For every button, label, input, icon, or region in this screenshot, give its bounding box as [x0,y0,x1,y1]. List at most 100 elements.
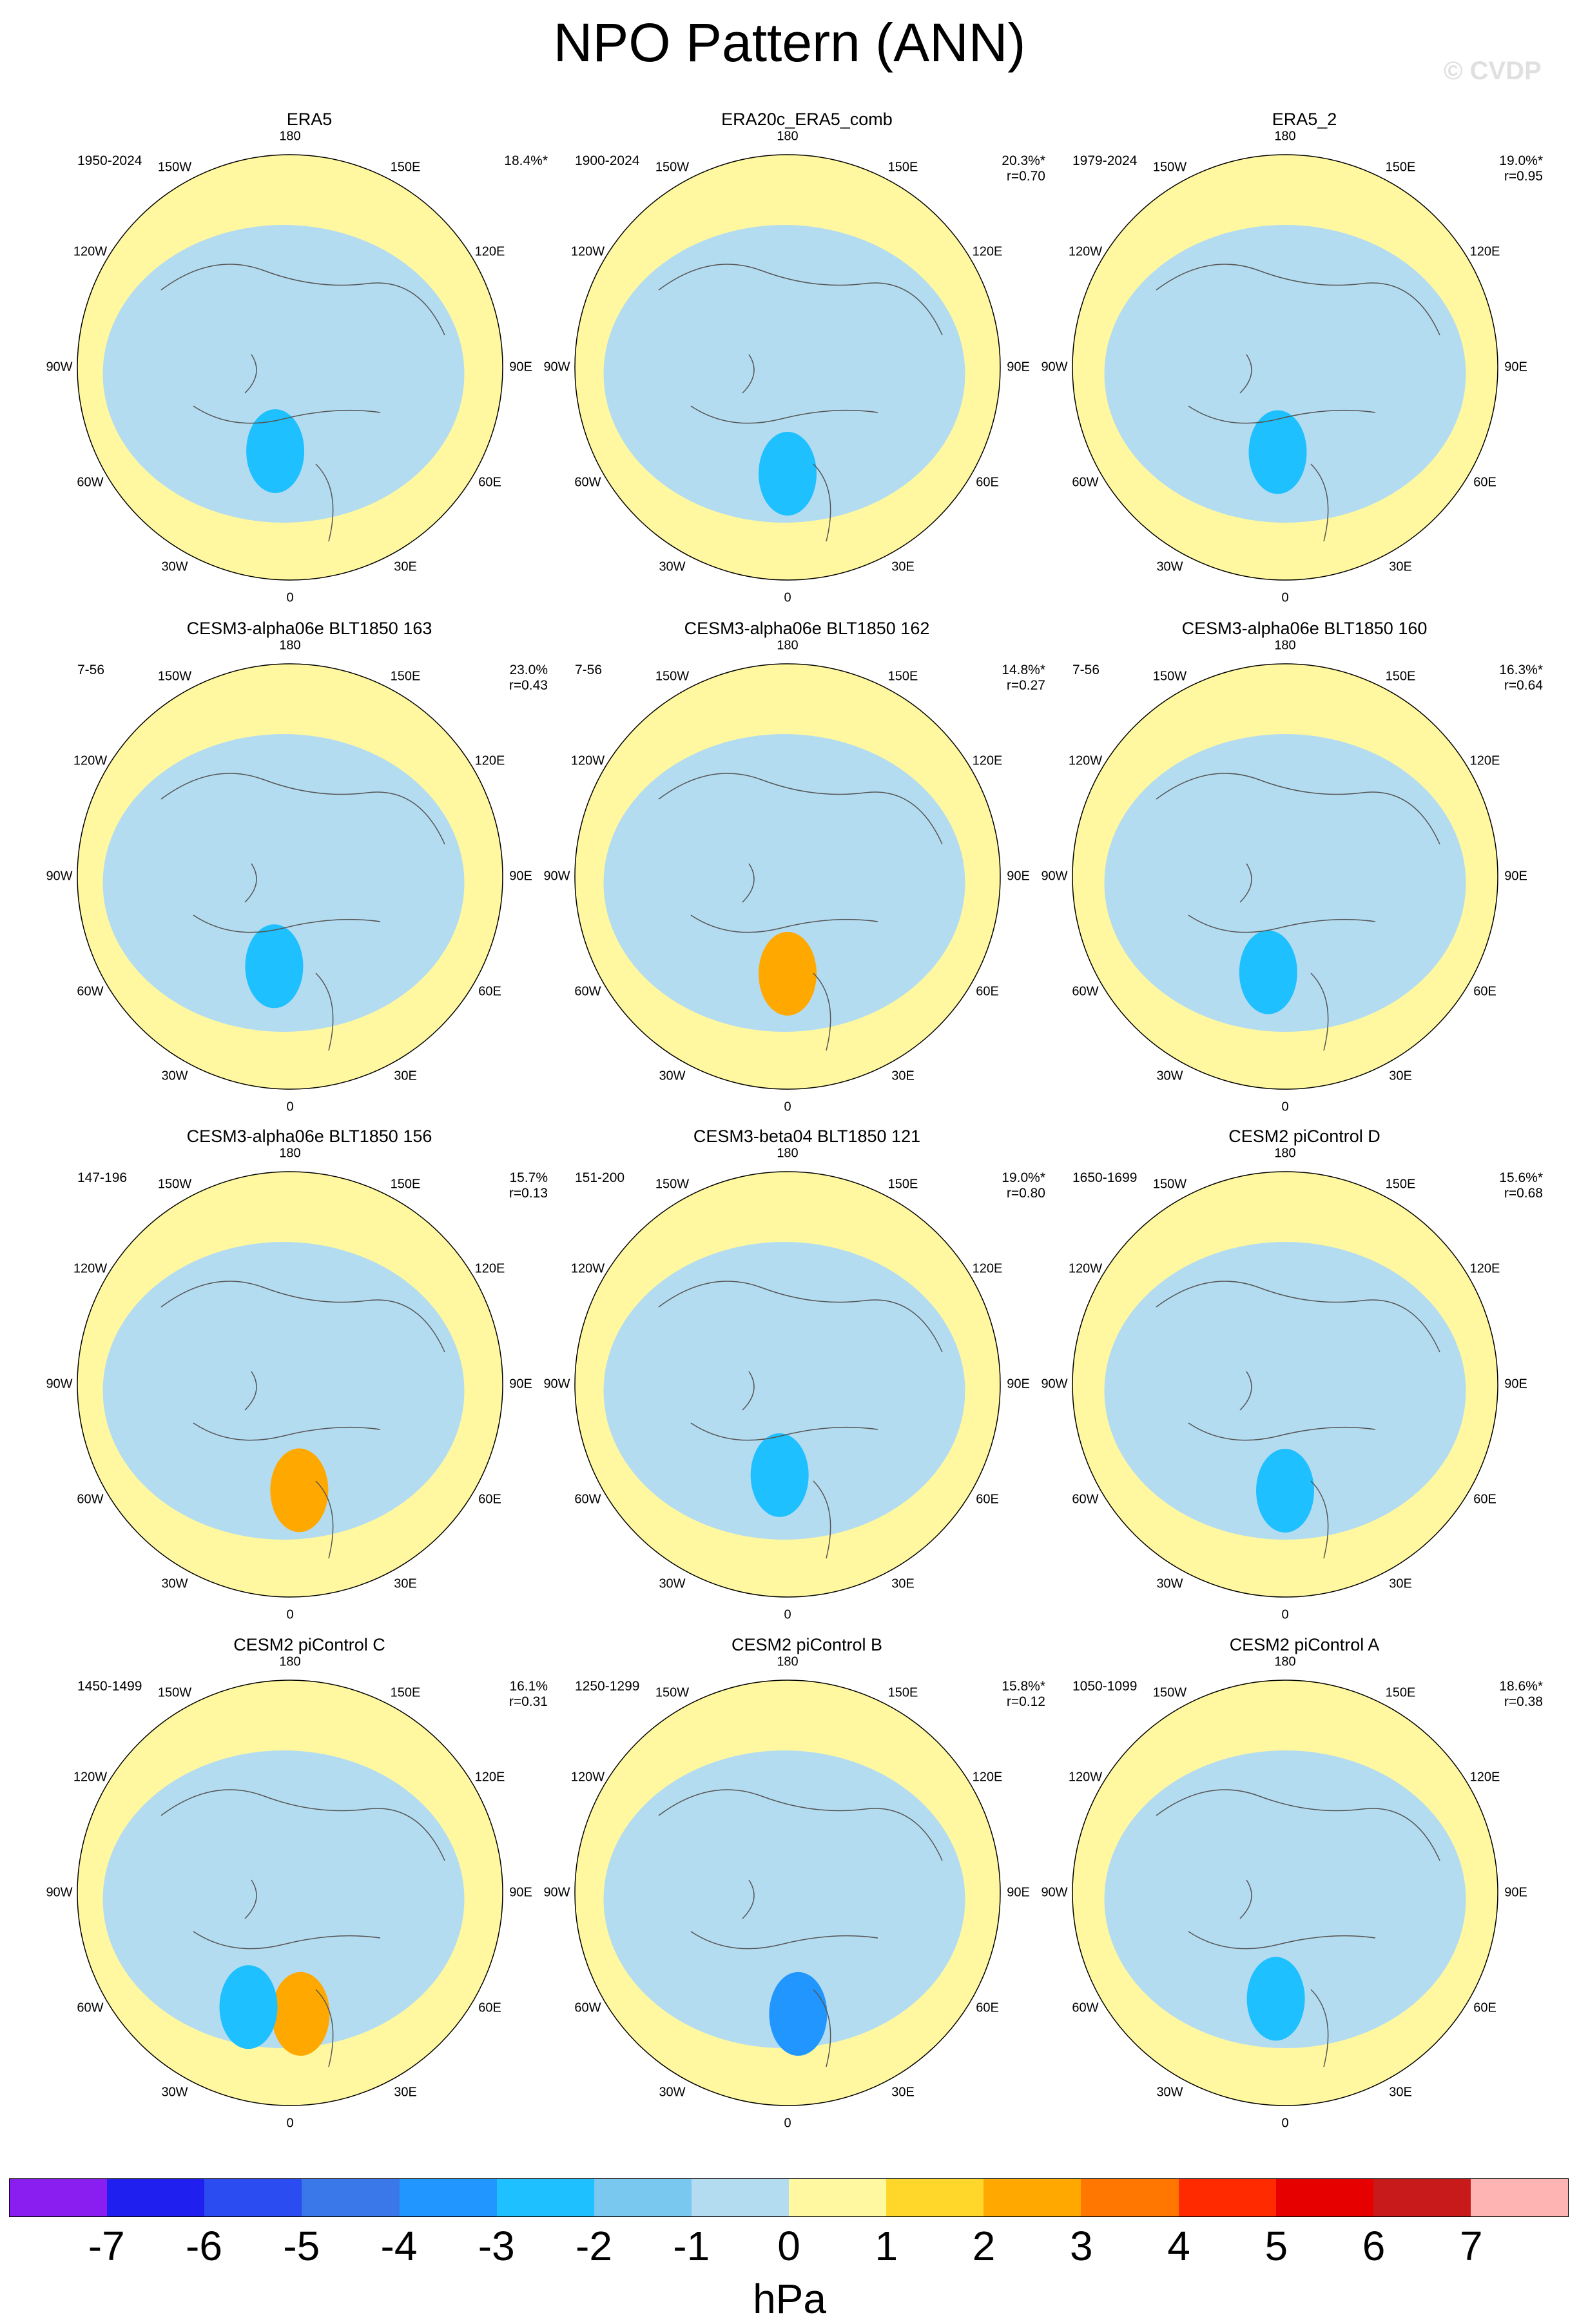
panel-title: CESM3-beta04 BLT1850 121 [693,1127,921,1146]
pattern-correlation: r=0.27 [1006,678,1045,693]
field-negative [1104,1750,1466,2048]
longitude-label: 150W [157,160,192,175]
map-panel-grid: ERA5 1950-2024 18.4%* 180 150E 120E 90E 60E 30E 0… [46,110,1543,2131]
longitude-label: 150W [655,160,690,175]
longitude-label: 60E [1473,2000,1497,2015]
colorbar-tick-label: -6 [186,2223,222,2269]
pattern-correlation: r=0.64 [1504,678,1543,693]
longitude-label: 30E [1389,1576,1412,1591]
colorbar-swatch [10,2179,108,2216]
explained-variance: 16.3%* [1499,663,1543,677]
longitude-label: 180 [1274,1146,1296,1161]
colorbar [9,2178,1569,2217]
colorbar-swatch [496,2179,594,2216]
longitude-label: 30W [659,559,686,574]
longitude-label: 90E [1504,869,1527,884]
map-panel: CESM3-alpha06e BLT1850 160 7-56 16.3%* r=0.… [1041,619,1543,1114]
longitude-label: 30E [891,1069,915,1083]
longitude-label: 150W [157,669,192,684]
longitude-label: 0 [286,590,294,605]
longitude-label: 150E [390,160,421,175]
explained-variance: 14.8%* [1002,663,1045,677]
panel-years: 1250-1299 [575,1679,640,1694]
pattern-correlation: r=0.80 [1006,1186,1045,1201]
longitude-label: 30W [161,2085,188,2100]
panel-title: CESM2 piControl B [731,1635,883,1654]
longitude-label: 90W [46,360,73,374]
panel-title: CESM3-alpha06e BLT1850 156 [186,1127,432,1146]
map-boundary [77,663,503,1090]
negative-core [246,409,305,493]
colorbar-swatch [691,2179,789,2216]
map-panel: CESM2 piControl B 1250-1299 15.8%* r=0.12 18… [543,1635,1045,2131]
longitude-label: 60E [1473,475,1497,490]
longitude-label: 90E [1504,360,1527,374]
longitude-label: 150E [887,1177,918,1192]
explained-variance: 16.1% [509,1679,548,1694]
longitude-label: 30W [161,1576,188,1591]
longitude-label: 90W [46,869,73,884]
coastlines [160,1789,445,2067]
field-negative [603,734,965,1032]
longitude-label: 0 [784,1607,791,1622]
field-negative [102,1750,465,2048]
longitude-label: 30E [891,2085,915,2100]
longitude-label: 180 [279,1146,301,1161]
longitude-label: 0 [286,1099,294,1114]
longitude-label: 180 [1274,1654,1296,1669]
panel-stats: 19.0%* r=0.80 [1002,1170,1045,1201]
panel-years: 151-200 [575,1170,625,1185]
colorbar-swatch [789,2179,887,2216]
longitude-label: 180 [777,1654,799,1669]
panel-stats: 18.4%* [504,153,548,169]
longitude-label: 30E [394,1069,417,1083]
longitude-label: 150E [390,669,421,684]
panel-stats: 19.0%* r=0.95 [1499,153,1543,184]
map-panel: ERA5 1950-2024 18.4%* 180 150E 120E 90E 60E 30E 0… [46,110,548,605]
polar-map [77,1171,503,1598]
panel-years: 7-56 [575,663,603,677]
explained-variance: 15.8%* [1002,1679,1045,1694]
longitude-label: 150W [655,1685,690,1700]
explained-variance: 15.7% [509,1170,548,1185]
map-boundary [77,1171,503,1598]
longitude-label: 30E [394,1576,417,1591]
longitude-label: 90W [543,1377,570,1391]
longitude-label: 60E [1473,984,1497,999]
longitude-label: 30W [1156,2085,1183,2100]
negative-core [219,1965,278,2049]
longitude-label: 60E [478,1492,501,1507]
colorbar-swatch [983,2179,1081,2216]
longitude-label: 120W [1068,753,1103,768]
longitude-label: 120E [1469,1770,1500,1785]
panel-title: CESM3-alpha06e BLT1850 163 [186,619,432,638]
longitude-label: 30W [1156,1069,1183,1083]
longitude-label: 90E [1504,1377,1527,1391]
panel-years: 7-56 [77,663,105,677]
longitude-label: 0 [1281,590,1289,605]
explained-variance: 23.0% [509,663,548,677]
panel-stats: 14.8%* r=0.27 [1002,663,1045,693]
longitude-label: 150W [157,1685,192,1700]
longitude-label: 60W [77,1492,104,1507]
longitude-label: 150W [1152,160,1187,175]
longitude-label: 180 [279,1654,301,1669]
positive-core [271,1971,330,2056]
longitude-label: 60E [976,2000,999,2015]
panel-stats: 15.7% r=0.13 [509,1170,548,1201]
pattern-correlation: r=0.70 [1006,169,1045,184]
longitude-label: 0 [286,2116,294,2131]
longitude-label: 180 [279,129,301,144]
pattern-correlation: r=0.13 [509,1186,548,1201]
map-boundary [574,1680,1001,2106]
longitude-label: 120W [570,1261,605,1276]
panel-stats: 16.3%* r=0.64 [1499,663,1543,693]
longitude-label: 30E [891,1576,915,1591]
longitude-label: 150E [1385,160,1416,175]
map-boundary [1072,154,1498,581]
colorbar-tick-label: 7 [1459,2223,1483,2269]
colorbar-tick-label: -4 [380,2223,418,2269]
colorbar-units: hPa [753,2276,826,2322]
longitude-label: 60E [976,984,999,999]
longitude-label: 60W [1072,475,1099,490]
